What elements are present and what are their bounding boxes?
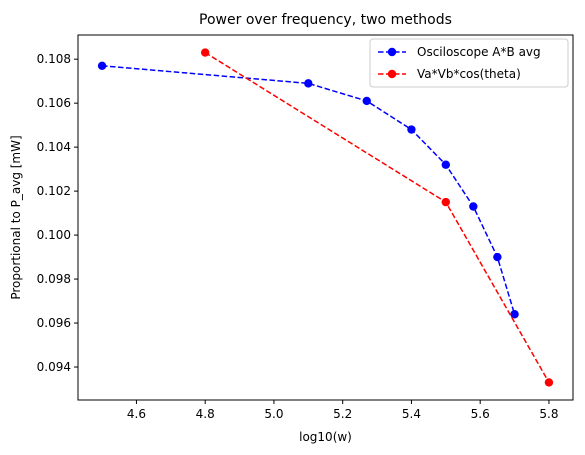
series-1-point (97, 61, 107, 70)
series-1-point (304, 79, 313, 88)
series-1-point (362, 96, 371, 106)
legend-marker-1 (387, 47, 397, 57)
legend-label-1: Osciloscope A*B avg (417, 45, 541, 59)
legend-label-2: Va*Vb*cos(theta) (417, 67, 521, 81)
series-1-point (469, 202, 478, 211)
x-tick-label: 5.4 (402, 407, 421, 421)
x-tick-label: 5.2 (333, 407, 352, 421)
series-2-point (200, 48, 210, 57)
y-tick-label: 0.100 (37, 228, 71, 242)
series-line-1 (101, 65, 516, 315)
y-tick-label: 0.108 (37, 52, 71, 66)
series-2-point (544, 378, 554, 387)
y-tick-label: 0.102 (37, 184, 71, 198)
series-1-point (493, 252, 502, 262)
x-axis-ticks: 4.6 4.8 5.0 5.2 5.4 5.6 5.8 (127, 400, 558, 421)
y-tick-label: 0.098 (37, 272, 71, 286)
y-tick-label: 0.094 (37, 360, 71, 374)
axes-frame (77, 34, 574, 401)
plot-area (97, 48, 554, 387)
series-1-point (441, 160, 451, 169)
legend-marker-2 (387, 69, 397, 79)
y-tick-label: 0.104 (37, 140, 71, 154)
series-1-point (407, 125, 416, 134)
y-axis-ticks: 0.094 0.096 0.098 0.100 0.102 0.104 0.106 0.108 (37, 52, 78, 374)
x-tick-label: 5.0 (264, 407, 283, 421)
y-tick-label: 0.106 (37, 96, 71, 110)
legend-box (369, 38, 569, 88)
x-tick-label: 4.8 (196, 407, 215, 421)
chart-title: Power over frequency, two methods (199, 12, 452, 28)
x-tick-label: 5.6 (471, 407, 490, 421)
legend: Osciloscope A*B avg Va*Vb*cos(theta) (369, 38, 569, 88)
series-1-point (510, 310, 519, 319)
x-tick-label: 5.8 (539, 407, 558, 421)
y-axis-label: Proportional to P_avg [mW] (9, 135, 23, 299)
x-tick-label: 4.6 (127, 407, 146, 421)
x-axis-label: log10(w) (299, 430, 352, 444)
series-line-2 (204, 51, 550, 383)
series-2-point (441, 197, 451, 207)
y-tick-label: 0.096 (37, 316, 71, 330)
